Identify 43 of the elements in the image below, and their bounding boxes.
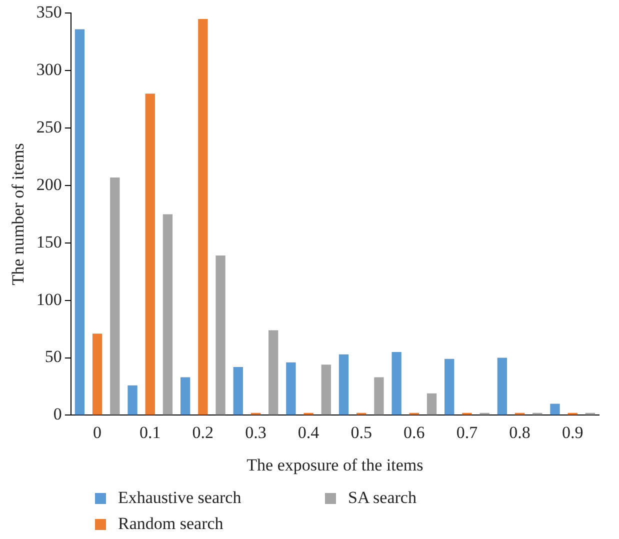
- x-tick-label: 0.2: [192, 422, 214, 442]
- bar: [128, 385, 138, 415]
- x-tick-label: 0.6: [404, 422, 425, 442]
- bar: [145, 94, 155, 415]
- bar: [216, 256, 226, 415]
- y-tick-label: 300: [36, 60, 62, 80]
- y-tick-label: 250: [36, 118, 62, 137]
- x-tick-label: 0: [93, 422, 102, 442]
- x-axis-title: The exposure of the items: [246, 455, 424, 474]
- y-tick-label: 100: [36, 290, 62, 309]
- bar: [268, 330, 278, 415]
- x-tick-label: 0.9: [562, 422, 584, 442]
- y-tick-label: 200: [36, 174, 62, 194]
- bar: [198, 18, 208, 415]
- x-tick-label: 0.1: [139, 422, 161, 442]
- y-tick-label: 150: [36, 232, 62, 252]
- bar: [321, 364, 331, 415]
- bar: [92, 334, 102, 415]
- bar: [497, 358, 508, 415]
- bar: [392, 352, 402, 415]
- legend-label: Random search: [118, 514, 224, 534]
- bar: [426, 393, 437, 415]
- y-axis-title: The number of items: [8, 143, 28, 286]
- x-tick-label: 0.5: [350, 422, 372, 442]
- bar: [233, 366, 243, 415]
- legend-label: SA search: [348, 488, 416, 508]
- x-tick-label: 0.4: [298, 422, 320, 442]
- x-tick-label: 0.8: [509, 422, 530, 442]
- bar: [444, 358, 454, 415]
- bar: [550, 404, 560, 415]
- bar: [74, 29, 85, 415]
- y-tick-label: 350: [36, 2, 62, 22]
- bar: [374, 377, 384, 415]
- x-tick-label: 0.3: [245, 422, 266, 442]
- bar: [180, 377, 190, 415]
- x-tick-label: 0.7: [456, 422, 478, 442]
- y-tick-label: 0: [53, 404, 62, 424]
- legend-label: Exhaustive search: [118, 488, 242, 508]
- bar: [110, 177, 120, 415]
- bar: [162, 214, 173, 415]
- bar: [338, 354, 349, 415]
- bar: [286, 362, 296, 415]
- y-tick-label: 50: [44, 347, 62, 366]
